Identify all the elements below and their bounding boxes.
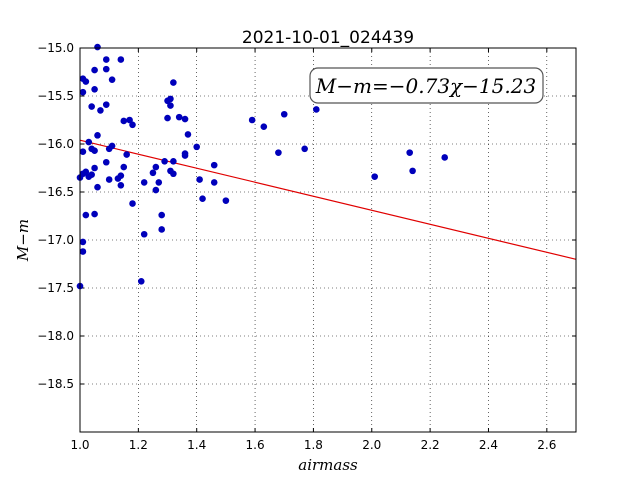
- data-point: [82, 211, 90, 219]
- annotation-frame: [309, 67, 544, 104]
- data-point: [301, 145, 308, 153]
- y-tick-label: −17.0: [37, 233, 74, 247]
- data-point: [105, 176, 113, 183]
- data-point: [152, 186, 160, 194]
- data-point: [164, 114, 171, 122]
- x-tick-label: 1.0: [70, 438, 89, 452]
- x-tick-label: 1.8: [304, 438, 323, 452]
- data-point: [158, 226, 165, 233]
- data-point: [126, 116, 133, 124]
- data-point: [79, 148, 87, 155]
- data-point: [210, 161, 218, 169]
- data-point: [313, 106, 320, 113]
- data-point: [158, 211, 165, 219]
- fit-annotation-box: M−m=−0.73χ−15.23: [309, 67, 544, 104]
- y-tick-label: −16.5: [37, 185, 74, 199]
- data-point: [120, 163, 128, 171]
- x-tick-label: 2.4: [479, 438, 498, 452]
- data-point: [79, 238, 87, 246]
- data-point: [94, 43, 101, 51]
- data-point: [88, 103, 95, 110]
- data-point: [409, 167, 416, 175]
- y-tick-label: −16.0: [37, 137, 74, 151]
- data-point: [441, 154, 449, 161]
- data-point: [91, 85, 98, 93]
- data-point: [85, 138, 93, 146]
- x-axis-label: airmass: [298, 456, 358, 474]
- data-point: [91, 210, 98, 218]
- data-point: [79, 248, 87, 255]
- data-point: [181, 152, 189, 159]
- data-point: [97, 107, 104, 114]
- x-tick-label: 2.0: [362, 438, 381, 452]
- data-point: [170, 79, 177, 86]
- data-points: [76, 43, 449, 290]
- data-point: [152, 163, 160, 171]
- data-point: [406, 149, 413, 156]
- data-point: [102, 65, 110, 73]
- axis-ticks: 1.0 1.2 1.4 1.6 1.8 2.0 2.2 2.4 2.6 −15.0 −15.5 −16…: [37, 41, 576, 452]
- data-point: [170, 170, 177, 178]
- y-tick-label: −15.5: [37, 89, 74, 103]
- data-point: [275, 149, 282, 156]
- data-point: [140, 179, 148, 186]
- data-point: [123, 151, 130, 158]
- data-point: [102, 101, 110, 108]
- plot-frame: [79, 47, 577, 433]
- data-point: [210, 179, 218, 186]
- data-point: [94, 183, 101, 191]
- data-point: [102, 158, 110, 166]
- data-point: [108, 142, 116, 150]
- data-point: [114, 175, 122, 182]
- data-point: [280, 110, 288, 118]
- x-tick-label: 1.2: [129, 438, 148, 452]
- data-point: [170, 157, 177, 165]
- data-point: [102, 56, 110, 63]
- x-tick-label: 2.2: [421, 438, 440, 452]
- data-point: [94, 132, 101, 139]
- y-tick-label: −17.5: [37, 281, 74, 295]
- data-point: [196, 176, 203, 183]
- fit-equation-text: M−m=−0.73χ−15.23: [315, 74, 536, 98]
- data-point: [140, 230, 148, 238]
- x-tick-label: 2.6: [537, 438, 556, 452]
- data-point: [117, 181, 125, 189]
- data-point: [79, 88, 87, 96]
- data-point: [371, 173, 378, 180]
- data-point: [193, 143, 201, 151]
- y-axis-label: M−m: [14, 219, 32, 262]
- data-point: [199, 195, 206, 203]
- data-point: [175, 113, 183, 121]
- y-tick-label: −15.0: [37, 41, 74, 55]
- data-point: [161, 157, 168, 165]
- data-point: [260, 123, 268, 131]
- data-point: [117, 56, 125, 63]
- data-point: [91, 66, 98, 74]
- data-point: [85, 173, 93, 180]
- data-point: [137, 277, 145, 285]
- data-point: [155, 179, 163, 186]
- data-point: [82, 78, 90, 85]
- y-tick-label: −18.0: [37, 329, 74, 343]
- data-point: [91, 147, 98, 155]
- data-point: [167, 95, 174, 103]
- data-point: [129, 121, 136, 129]
- data-point: [181, 115, 189, 123]
- data-point: [91, 164, 98, 172]
- x-tick-label: 1.4: [187, 438, 206, 452]
- data-point: [129, 200, 136, 207]
- data-point: [149, 169, 157, 177]
- x-tick-label: 1.6: [246, 438, 265, 452]
- data-point: [184, 131, 192, 138]
- data-point: [108, 76, 116, 83]
- data-point: [248, 116, 256, 124]
- data-point: [120, 117, 128, 125]
- data-point: [167, 102, 174, 109]
- chart-title: 2021-10-01_024439: [242, 28, 414, 48]
- y-tick-label: −18.5: [37, 377, 74, 391]
- data-point: [222, 197, 230, 204]
